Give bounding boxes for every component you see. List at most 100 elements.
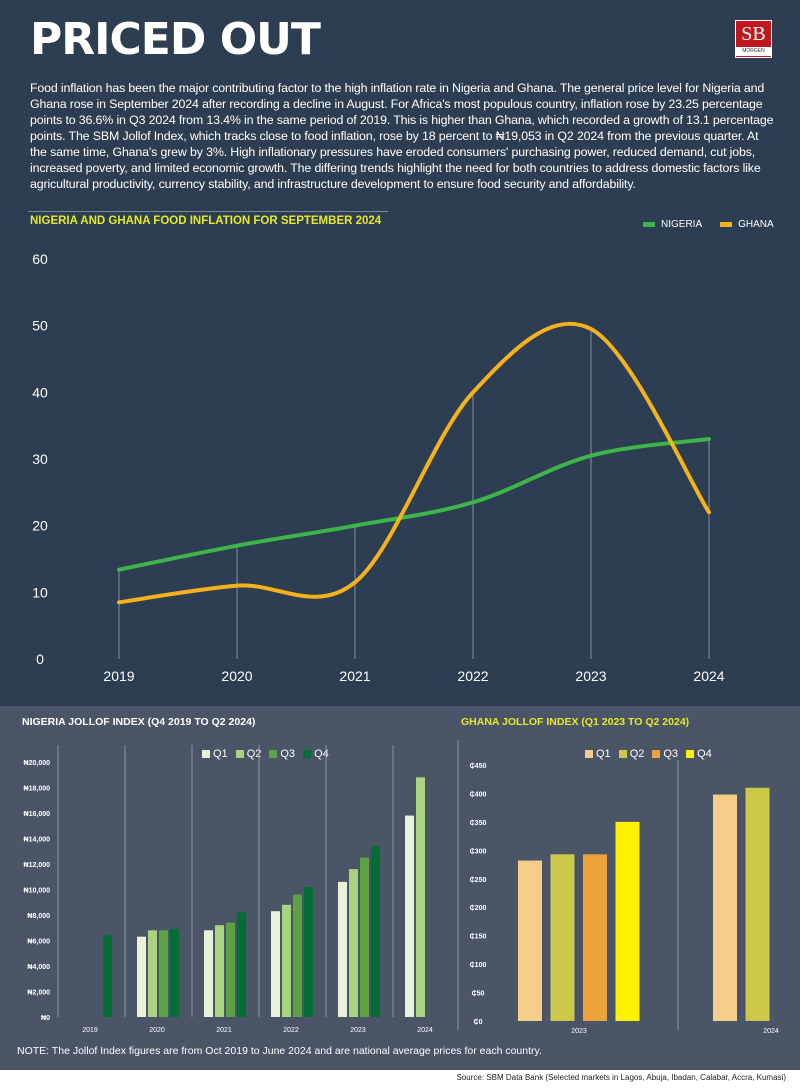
bar-2022-q3 [293,894,302,1017]
main-panel [0,0,800,706]
logo-text: SB [741,23,766,45]
divider [28,211,388,212]
x-tick-label: 2020 [149,1027,165,1034]
series-line-ghana [117,321,711,605]
legend-swatch [618,750,627,758]
bar-2021-q3 [226,922,235,1017]
y-tick-label: ₦4,000 [27,964,50,971]
legend-item: Q4 [303,748,329,760]
bar-2021-q1 [204,930,213,1017]
y-tick-label: ₵350 [470,819,487,827]
bar-2022-q1 [271,911,280,1017]
jollof-panel [0,706,800,1070]
bar-2023-q3 [583,854,607,1021]
legend-item: Q2 [235,748,262,760]
line-chart-legend: NIGERIA GHANA [643,219,774,230]
x-tick-label: 2023 [350,1027,366,1034]
bar-2023-q4 [371,846,380,1017]
legend-label: Q2 [246,748,262,760]
sb-morgen-logo: SB MORGEN [735,20,772,58]
legend-swatch [585,750,593,758]
legend-swatch [202,750,210,758]
x-tick-label: 2019 [82,1027,98,1034]
bar-2023-q2 [349,869,358,1017]
x-tick-label: 2024 [693,668,724,684]
x-tick-label: 2022 [457,668,488,684]
nigeria-jollof-legend: Q1 Q2 Q3 Q4 [202,748,329,760]
legend-swatch [303,750,312,758]
legend-label: Q4 [697,748,712,760]
nigeria-jollof-title: NIGERIA JOLLOF INDEX (Q4 2019 TO Q2 2024… [22,716,256,728]
ghana-jollof-legend: Q1 Q2 Q3 Q4 [585,748,712,760]
intro-paragraph: Food inflation has been the major contri… [30,81,774,191]
bar-2020-q2 [148,930,157,1017]
legend-label: Q1 [596,748,611,760]
bar-2023-q2 [550,854,575,1021]
x-tick-label: 2023 [571,1028,587,1035]
y-tick-label: 0 [36,651,44,667]
legend-label: GHANA [738,219,774,230]
x-tick-label: 2019 [103,668,134,684]
legend-label: NIGERIA [661,219,703,230]
x-tick-label: 2023 [575,668,606,684]
y-tick-label: ₦16,000 [24,811,51,818]
y-tick-label: ₵200 [470,904,487,912]
x-tick-label: 2024 [763,1028,779,1035]
footnote: NOTE: The Jollof Index figures are from … [17,1045,542,1057]
legend-item: Q3 [652,748,678,760]
bar-2024-q2 [745,787,770,1021]
legend-label: Q3 [280,748,296,760]
y-tick-label: ₵400 [470,790,487,798]
legend-label: Q2 [629,748,645,760]
bar-2020-q1 [137,936,146,1017]
y-tick-label: ₦6,000 [27,939,50,946]
y-tick-label: ₵50 [472,990,485,998]
bar-2022-q4 [304,886,313,1017]
bar-2023-q1 [338,881,347,1017]
y-tick-label: ₵100 [470,961,487,969]
y-tick-label: ₦8,000 [27,913,50,920]
line-chart-title: NIGERIA AND GHANA FOOD INFLATION FOR SEP… [30,215,382,227]
y-tick-label: ₵450 [470,762,487,770]
y-tick-label: 40 [32,384,48,400]
legend-label: Q4 [314,748,329,760]
bar-2020-q4 [170,929,179,1017]
y-tick-label: 60 [32,251,48,267]
bar-2021-q4 [237,912,246,1017]
y-tick-label: 10 [32,584,48,600]
x-tick-label: 2021 [216,1027,232,1034]
x-tick-label: 2021 [339,668,370,684]
y-tick-label: 50 [32,318,48,334]
legend-label: Q3 [663,748,679,760]
logo-subtext: MORGEN [736,47,771,56]
legend-item: Q1 [585,748,611,760]
legend-item: Q3 [269,748,295,760]
x-tick-label: 2020 [221,668,252,684]
legend-ghana: GHANA [720,219,774,230]
y-tick-label: 30 [32,451,48,467]
legend-swatch [269,750,278,758]
legend-nigeria: NIGERIA [643,219,702,230]
x-tick-label: 2024 [417,1027,433,1034]
y-tick-label: 20 [32,518,48,534]
bar-2023-q3 [360,857,369,1017]
bar-2024-q1 [713,794,737,1021]
bar-2023-q4 [615,821,640,1021]
x-tick-label: 2022 [283,1027,299,1034]
bar-2023-q1 [518,860,542,1021]
legend-swatch [235,750,244,758]
y-tick-label: ₵150 [470,933,487,941]
legend-swatch [686,750,695,758]
y-tick-label: ₦2,000 [27,990,50,997]
y-tick-label: ₦12,000 [24,862,51,869]
y-tick-label: ₦20,000 [24,760,51,767]
bar-2022-q2 [282,904,291,1017]
legend-item: Q2 [618,748,645,760]
legend-item: Q4 [686,748,712,760]
legend-swatch [652,750,661,758]
page-title: PRICED OUT [30,14,321,65]
source-text: Source: SBM Data Bank (Selected markets … [456,1073,786,1082]
bar-2024-q2 [416,777,425,1017]
bar-2019-q4 [103,935,112,1017]
y-tick-label: ₵250 [470,876,487,884]
